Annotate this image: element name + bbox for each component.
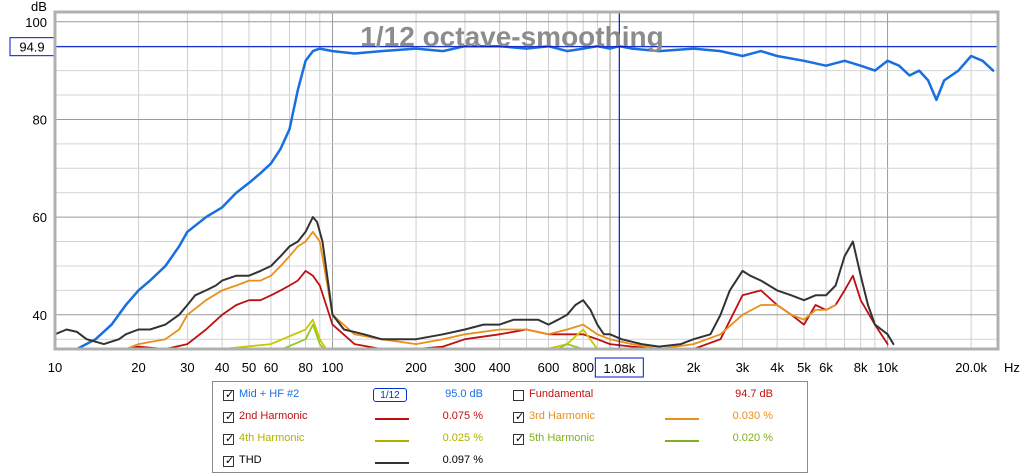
legend-value: 0.097 % [442, 454, 483, 466]
legend-item: Fundamental 94.7 dB [513, 386, 793, 408]
legend-row: ✓ 4th Harmonic 0.025 % ✓ 5th Harmonic 0.020 % [213, 430, 807, 452]
cursor-x-readout: 1.08k [603, 361, 635, 376]
checkmark-icon: ✓ [225, 410, 235, 423]
legend-value: 95.0 dB [445, 388, 483, 400]
legend-value: 0.020 % [732, 432, 773, 444]
checkmark-icon: ✓ [515, 432, 525, 445]
x-tick-label: 2k [687, 360, 701, 375]
x-tick-label: 20.0k [955, 360, 987, 375]
chart-title: 1/12 octave-smoothing [360, 21, 663, 52]
x-tick-label: 60 [264, 360, 278, 375]
x-tick-label: 30 [180, 360, 194, 375]
legend-row: ✓ 2nd Harmonic 0.075 % ✓ 3rd Harmonic 0.030 % [213, 408, 807, 430]
x-tick-label: 300 [454, 360, 476, 375]
cursor[interactable]: 94.9 1.08k [9, 12, 998, 378]
legend-name: Fundamental [529, 388, 594, 400]
x-tick-label: 8k [854, 360, 868, 375]
series-line-2 [121, 230, 837, 349]
cursor-y-readout: 94.9 [19, 40, 44, 55]
frequency-response-chart[interactable]: 94.9 1.08k 1/12 octave-smoothing dB 40 60 8… [0, 0, 1024, 380]
legend-name: THD [239, 454, 262, 466]
legend-value: 0.030 % [732, 410, 773, 422]
x-tick-label: 4k [770, 360, 784, 375]
legend-name: 5th Harmonic [529, 432, 595, 444]
legend-line-swatch [665, 440, 699, 442]
legend-line-swatch [665, 418, 699, 420]
y-tick-label: 80 [33, 112, 47, 127]
legend-checkbox[interactable] [513, 390, 524, 401]
legend-name: 3rd Harmonic [529, 410, 596, 422]
checkmark-icon: ✓ [225, 432, 235, 445]
x-tick-label: 600 [538, 360, 560, 375]
legend-item: ✓ 2nd Harmonic 0.075 % [223, 408, 503, 430]
x-tick-label: 10 [48, 360, 62, 375]
legend-line-swatch [375, 462, 409, 464]
y-tick-label: 40 [33, 308, 47, 323]
y-axis-label: dB [31, 0, 47, 14]
series-line-0 [75, 44, 995, 349]
series-group [55, 44, 995, 349]
smoothing-button[interactable]: 1/12 [373, 388, 407, 402]
x-tick-label: 80 [298, 360, 312, 375]
plot-frame [53, 10, 1000, 351]
x-axis-unit: Hz [1004, 360, 1020, 375]
legend-line-swatch [375, 418, 409, 420]
legend-checkbox[interactable]: ✓ [223, 432, 235, 445]
legend-item: ✓ 4th Harmonic 0.025 % [223, 430, 503, 452]
legend-value: 94.7 dB [735, 388, 773, 400]
x-tick-label: 200 [405, 360, 427, 375]
x-tick-label: 20 [131, 360, 145, 375]
legend-checkbox[interactable]: ✓ [223, 454, 235, 467]
cursor-x-readout-box [594, 357, 644, 378]
legend-row: ✓ THD 0.097 % [213, 452, 807, 474]
legend-value: 0.075 % [442, 410, 483, 422]
x-tick-label: 40 [215, 360, 229, 375]
legend-checkbox[interactable]: ✓ [223, 410, 235, 423]
y-ticks: 40 60 80 100 [25, 15, 47, 323]
legend-item: ✓ 3rd Harmonic 0.030 % [513, 408, 793, 430]
legend-row: ✓ Mid + HF #2 1/12 95.0 dB Fundamental 94.7 d… [213, 386, 807, 408]
legend-item: ✓ Mid + HF #2 1/12 95.0 dB [223, 386, 503, 408]
checkmark-icon: ✓ [225, 388, 235, 401]
legend-checkbox[interactable]: ✓ [223, 388, 235, 401]
y-tick-label: 100 [25, 15, 47, 30]
y-tick-label: 60 [33, 210, 47, 225]
legend-checkbox[interactable]: ✓ [513, 410, 525, 423]
x-tick-label: 5k [797, 360, 811, 375]
legend-item: ✓ THD 0.097 % [223, 452, 503, 474]
series-line-3 [55, 318, 599, 349]
x-tick-label: 6k [819, 360, 833, 375]
legend-checkbox[interactable]: ✓ [513, 432, 525, 445]
x-tick-label: 100 [322, 360, 344, 375]
x-ticks: 10 20 30 40 50 60 80 100 200 300 400 600 800 2k 3k 4k 5k… [48, 360, 988, 375]
legend-line-swatch [375, 440, 409, 442]
checkmark-icon: ✓ [515, 410, 525, 423]
legend-panel: ✓ Mid + HF #2 1/12 95.0 dB Fundamental 94.7 d… [212, 381, 808, 473]
x-tick-label: 800 [572, 360, 594, 375]
x-tick-label: 10k [877, 360, 898, 375]
x-tick-label: 50 [242, 360, 256, 375]
series-line-4 [280, 323, 585, 349]
legend-name: Mid + HF #2 [239, 388, 300, 400]
legend-name: 4th Harmonic [239, 432, 305, 444]
legend-item: ✓ 5th Harmonic 0.020 % [513, 430, 793, 452]
series-line-5 [55, 216, 895, 348]
x-tick-label: 3k [736, 360, 750, 375]
checkmark-icon: ✓ [225, 454, 235, 467]
legend-value: 0.025 % [442, 432, 483, 444]
legend-name: 2nd Harmonic [239, 410, 308, 422]
x-tick-label: 400 [489, 360, 511, 375]
series-line-1 [101, 270, 889, 349]
